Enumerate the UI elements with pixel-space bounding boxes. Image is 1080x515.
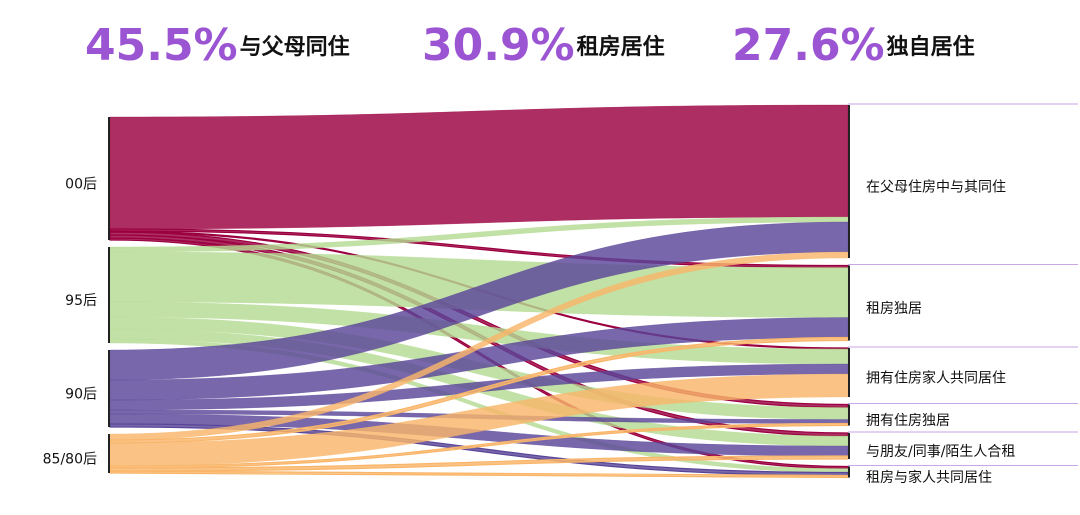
source-node [108,350,110,427]
target-node [848,466,850,478]
target-label: 拥有住房独居 [866,413,950,429]
stat-figure: 27.6% [732,20,885,71]
flow [109,104,849,230]
target-node [848,348,850,397]
links [109,104,849,479]
stat: 27.6%独自居住 [732,20,975,71]
headline: 45.5%与父母同住 30.9%租房居住 27.6%独自居住 [85,20,975,71]
source-label: 95后 [65,293,97,309]
target-node [848,404,850,426]
source-label: 85/80后 [43,452,97,468]
target-label: 拥有住房家人共同居住 [866,370,1006,387]
source-node [108,247,110,343]
stat: 45.5%与父母同住 [85,20,350,71]
target-label: 在父母住房中与其同住 [866,180,1006,196]
target-label: 租房与家人共同居住 [866,469,992,486]
target-label: 租房独居 [866,301,922,317]
stat-figure: 30.9% [422,20,575,71]
target-node [848,265,850,341]
source-node [108,117,110,240]
target-node [848,105,850,258]
source-label: 00后 [65,177,97,193]
source-label: 90后 [65,387,97,403]
stat-label: 独自居住 [887,34,975,60]
stat: 30.9%租房居住 [422,20,665,71]
stat-label: 与父母同住 [240,34,350,60]
stat-label: 租房居住 [577,34,665,60]
target-label: 与朋友/同事/陌生人合租 [866,444,1015,460]
target-node [848,433,850,459]
stat-figure: 45.5% [85,20,238,71]
source-node [108,434,110,473]
nodes: 00后 95后 90后 85/80后 在父母住房中与其同住租房独居拥有住房家人共同居住拥… [43,103,1078,486]
